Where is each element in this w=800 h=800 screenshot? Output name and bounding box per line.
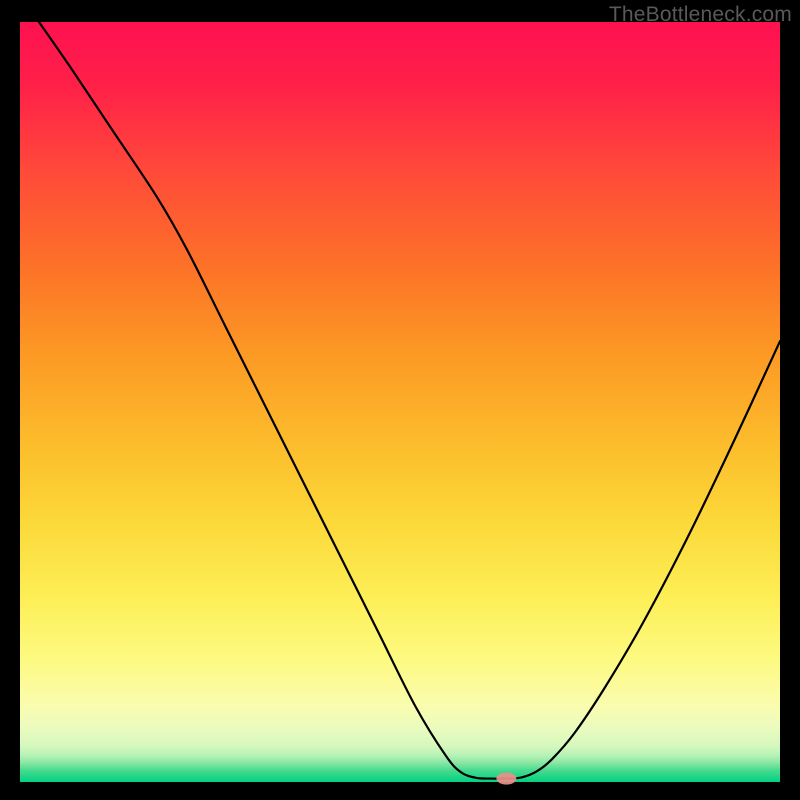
plot-background: [20, 22, 780, 782]
valley-marker: [496, 773, 516, 785]
watermark-text: TheBottleneck.com: [609, 3, 792, 27]
bottleneck-chart: [0, 0, 800, 800]
chart-container: TheBottleneck.com: [0, 0, 800, 800]
